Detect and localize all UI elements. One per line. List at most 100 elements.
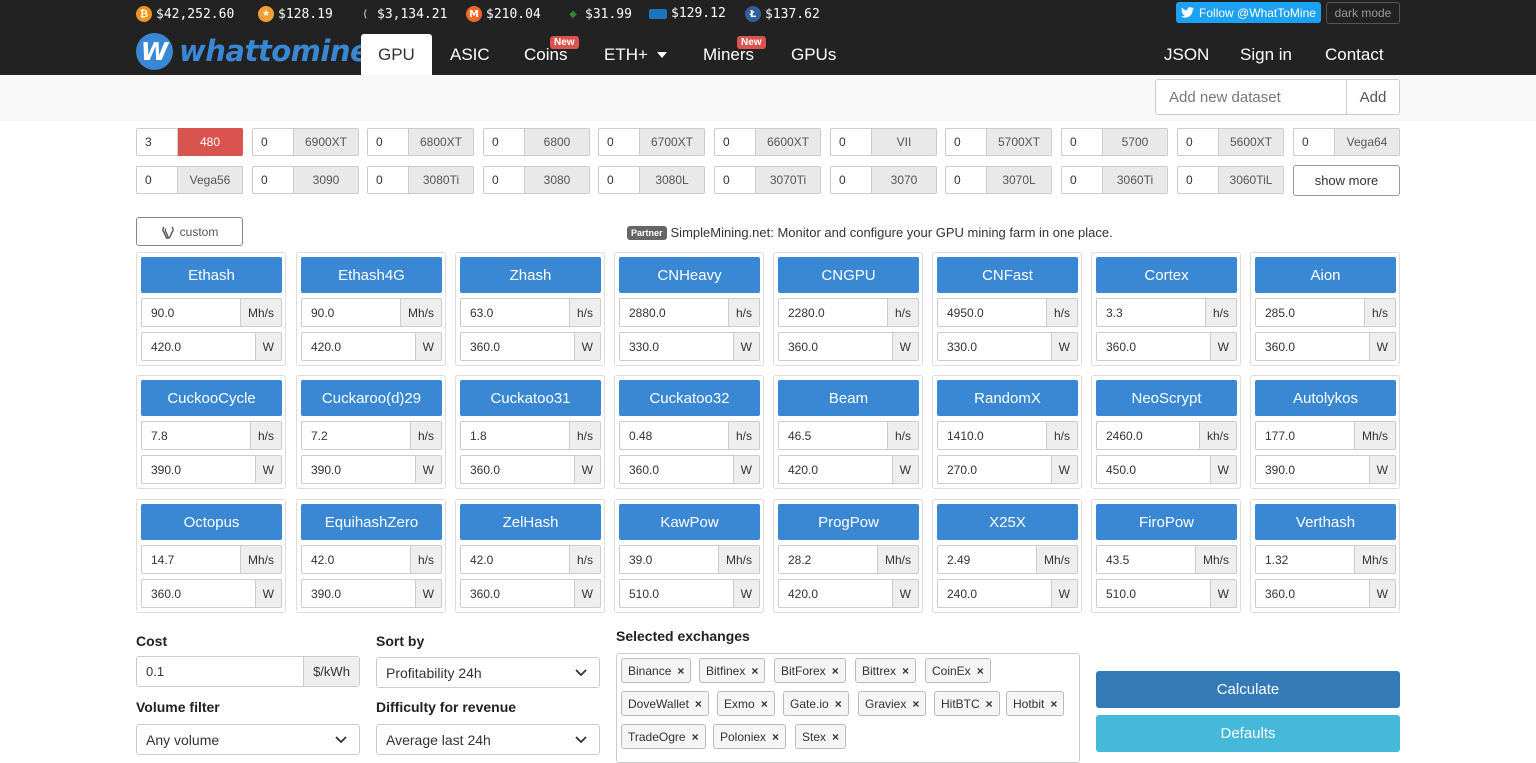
power-input[interactable]: 420.0 (301, 332, 416, 361)
gpu-count-input[interactable]: 0 (367, 166, 409, 194)
power-input[interactable]: 390.0 (141, 455, 256, 484)
nav-contact[interactable]: Contact (1325, 34, 1384, 75)
power-input[interactable]: 420.0 (778, 455, 893, 484)
remove-tag-icon[interactable]: × (912, 696, 920, 711)
hashrate-input[interactable]: 7.2 (301, 421, 411, 450)
gpu-count-input[interactable]: 0 (598, 166, 640, 194)
power-input[interactable]: 390.0 (1255, 455, 1370, 484)
algorithm-toggle-button[interactable]: CuckooCycle (141, 380, 282, 416)
gpu-model-toggle[interactable]: 3070 (872, 166, 937, 194)
hashrate-input[interactable]: 7.8 (141, 421, 251, 450)
remove-tag-icon[interactable]: × (760, 696, 768, 711)
algorithm-toggle-button[interactable]: X25X (937, 504, 1078, 540)
gpu-model-toggle[interactable]: Vega56 (178, 166, 243, 194)
gpu-count-input[interactable]: 0 (945, 166, 987, 194)
algorithm-toggle-button[interactable]: Cuckatoo32 (619, 380, 760, 416)
power-input[interactable]: 330.0 (937, 332, 1052, 361)
gpu-model-toggle[interactable]: VII (872, 128, 937, 156)
gpu-count-input[interactable]: 0 (1177, 128, 1219, 156)
algorithm-toggle-button[interactable]: CNGPU (778, 257, 919, 293)
nav-coins[interactable]: Coins New (524, 34, 579, 75)
gpu-model-toggle[interactable]: 5700XT (987, 128, 1052, 156)
gpu-count-input[interactable]: 0 (483, 166, 525, 194)
gpu-count-input[interactable]: 0 (252, 166, 294, 194)
hashrate-input[interactable]: 46.5 (778, 421, 888, 450)
gpu-model-toggle[interactable]: 3080L (640, 166, 705, 194)
nav-miners[interactable]: Miners New (703, 34, 766, 75)
nav-gpu[interactable]: GPU (361, 34, 432, 75)
algorithm-toggle-button[interactable]: EquihashZero (301, 504, 442, 540)
power-input[interactable]: 360.0 (1096, 332, 1211, 361)
defaults-button[interactable]: Defaults (1096, 715, 1400, 752)
remove-tag-icon[interactable]: × (985, 696, 993, 711)
algorithm-toggle-button[interactable]: Autolykos (1255, 380, 1396, 416)
remove-tag-icon[interactable]: × (694, 696, 702, 711)
custom-button[interactable]: custom (136, 217, 243, 246)
gpu-count-input[interactable]: 0 (714, 128, 756, 156)
gpu-model-toggle[interactable]: 6700XT (640, 128, 705, 156)
algorithm-toggle-button[interactable]: Cortex (1096, 257, 1237, 293)
gpu-model-toggle[interactable]: 480 (178, 128, 243, 156)
power-input[interactable]: 360.0 (778, 332, 893, 361)
remove-tag-icon[interactable]: × (691, 729, 699, 744)
gpu-count-input[interactable]: 0 (136, 166, 178, 194)
gpu-model-toggle[interactable]: 3070Ti (756, 166, 821, 194)
hashrate-input[interactable]: 14.7 (141, 545, 241, 574)
nav-json[interactable]: JSON (1164, 34, 1209, 75)
gpu-model-toggle[interactable]: 6800 (525, 128, 590, 156)
gpu-count-input[interactable]: 0 (1293, 128, 1335, 156)
power-input[interactable]: 420.0 (778, 579, 893, 608)
gpu-model-toggle[interactable]: 6600XT (756, 128, 821, 156)
gpu-model-toggle[interactable]: 6900XT (294, 128, 359, 156)
power-input[interactable]: 270.0 (937, 455, 1052, 484)
gpu-model-toggle[interactable]: 3090 (294, 166, 359, 194)
remove-tag-icon[interactable]: × (772, 729, 780, 744)
gpu-count-input[interactable]: 0 (714, 166, 756, 194)
add-dataset-button[interactable]: Add (1346, 79, 1400, 115)
nav-sign-in[interactable]: Sign in (1240, 34, 1292, 75)
hashrate-input[interactable]: 63.0 (460, 298, 570, 327)
gpu-model-toggle[interactable]: 5600XT (1219, 128, 1284, 156)
hashrate-input[interactable]: 2880.0 (619, 298, 729, 327)
algorithm-toggle-button[interactable]: CNFast (937, 257, 1078, 293)
hashrate-input[interactable]: 28.2 (778, 545, 878, 574)
difficulty-select[interactable]: Average last 24h (376, 724, 600, 755)
algorithm-toggle-button[interactable]: Zhash (460, 257, 601, 293)
gpu-count-input[interactable]: 0 (367, 128, 409, 156)
hashrate-input[interactable]: 90.0 (301, 298, 401, 327)
algorithm-toggle-button[interactable]: Beam (778, 380, 919, 416)
nav-gpus[interactable]: GPUs (791, 34, 836, 75)
gpu-count-input[interactable]: 0 (1177, 166, 1219, 194)
hashrate-input[interactable]: 42.0 (460, 545, 570, 574)
gpu-count-input[interactable]: 0 (830, 166, 872, 194)
remove-tag-icon[interactable]: × (976, 663, 984, 678)
algorithm-toggle-button[interactable]: CNHeavy (619, 257, 760, 293)
gpu-model-toggle[interactable]: 3060TiL (1219, 166, 1284, 194)
nav-eth-dropdown[interactable]: ETH+ (604, 34, 667, 75)
remove-tag-icon[interactable]: × (902, 663, 910, 678)
gpu-count-input[interactable]: 0 (830, 128, 872, 156)
algorithm-toggle-button[interactable]: ProgPow (778, 504, 919, 540)
nav-asic[interactable]: ASIC (450, 34, 490, 75)
hashrate-input[interactable]: 43.5 (1096, 545, 1196, 574)
power-input[interactable]: 330.0 (619, 332, 734, 361)
hashrate-input[interactable]: 285.0 (1255, 298, 1365, 327)
gpu-model-toggle[interactable]: 5700 (1103, 128, 1168, 156)
algorithm-toggle-button[interactable]: Ethash (141, 257, 282, 293)
hashrate-input[interactable]: 39.0 (619, 545, 719, 574)
cost-input[interactable]: 0.1 (146, 664, 165, 679)
algorithm-toggle-button[interactable]: FiroPow (1096, 504, 1237, 540)
power-input[interactable]: 450.0 (1096, 455, 1211, 484)
gpu-count-input[interactable]: 0 (252, 128, 294, 156)
power-input[interactable]: 360.0 (460, 455, 575, 484)
hashrate-input[interactable]: 1410.0 (937, 421, 1047, 450)
hashrate-input[interactable]: 90.0 (141, 298, 241, 327)
show-more-button[interactable]: show more (1293, 165, 1400, 196)
hashrate-input[interactable]: 2280.0 (778, 298, 888, 327)
gpu-count-input[interactable]: 0 (1061, 128, 1103, 156)
gpu-model-toggle[interactable]: 3080 (525, 166, 590, 194)
algorithm-toggle-button[interactable]: Cuckaroo(d)29 (301, 380, 442, 416)
hashrate-input[interactable]: 1.8 (460, 421, 570, 450)
algorithm-toggle-button[interactable]: Aion (1255, 257, 1396, 293)
gpu-model-toggle[interactable]: 3070L (987, 166, 1052, 194)
